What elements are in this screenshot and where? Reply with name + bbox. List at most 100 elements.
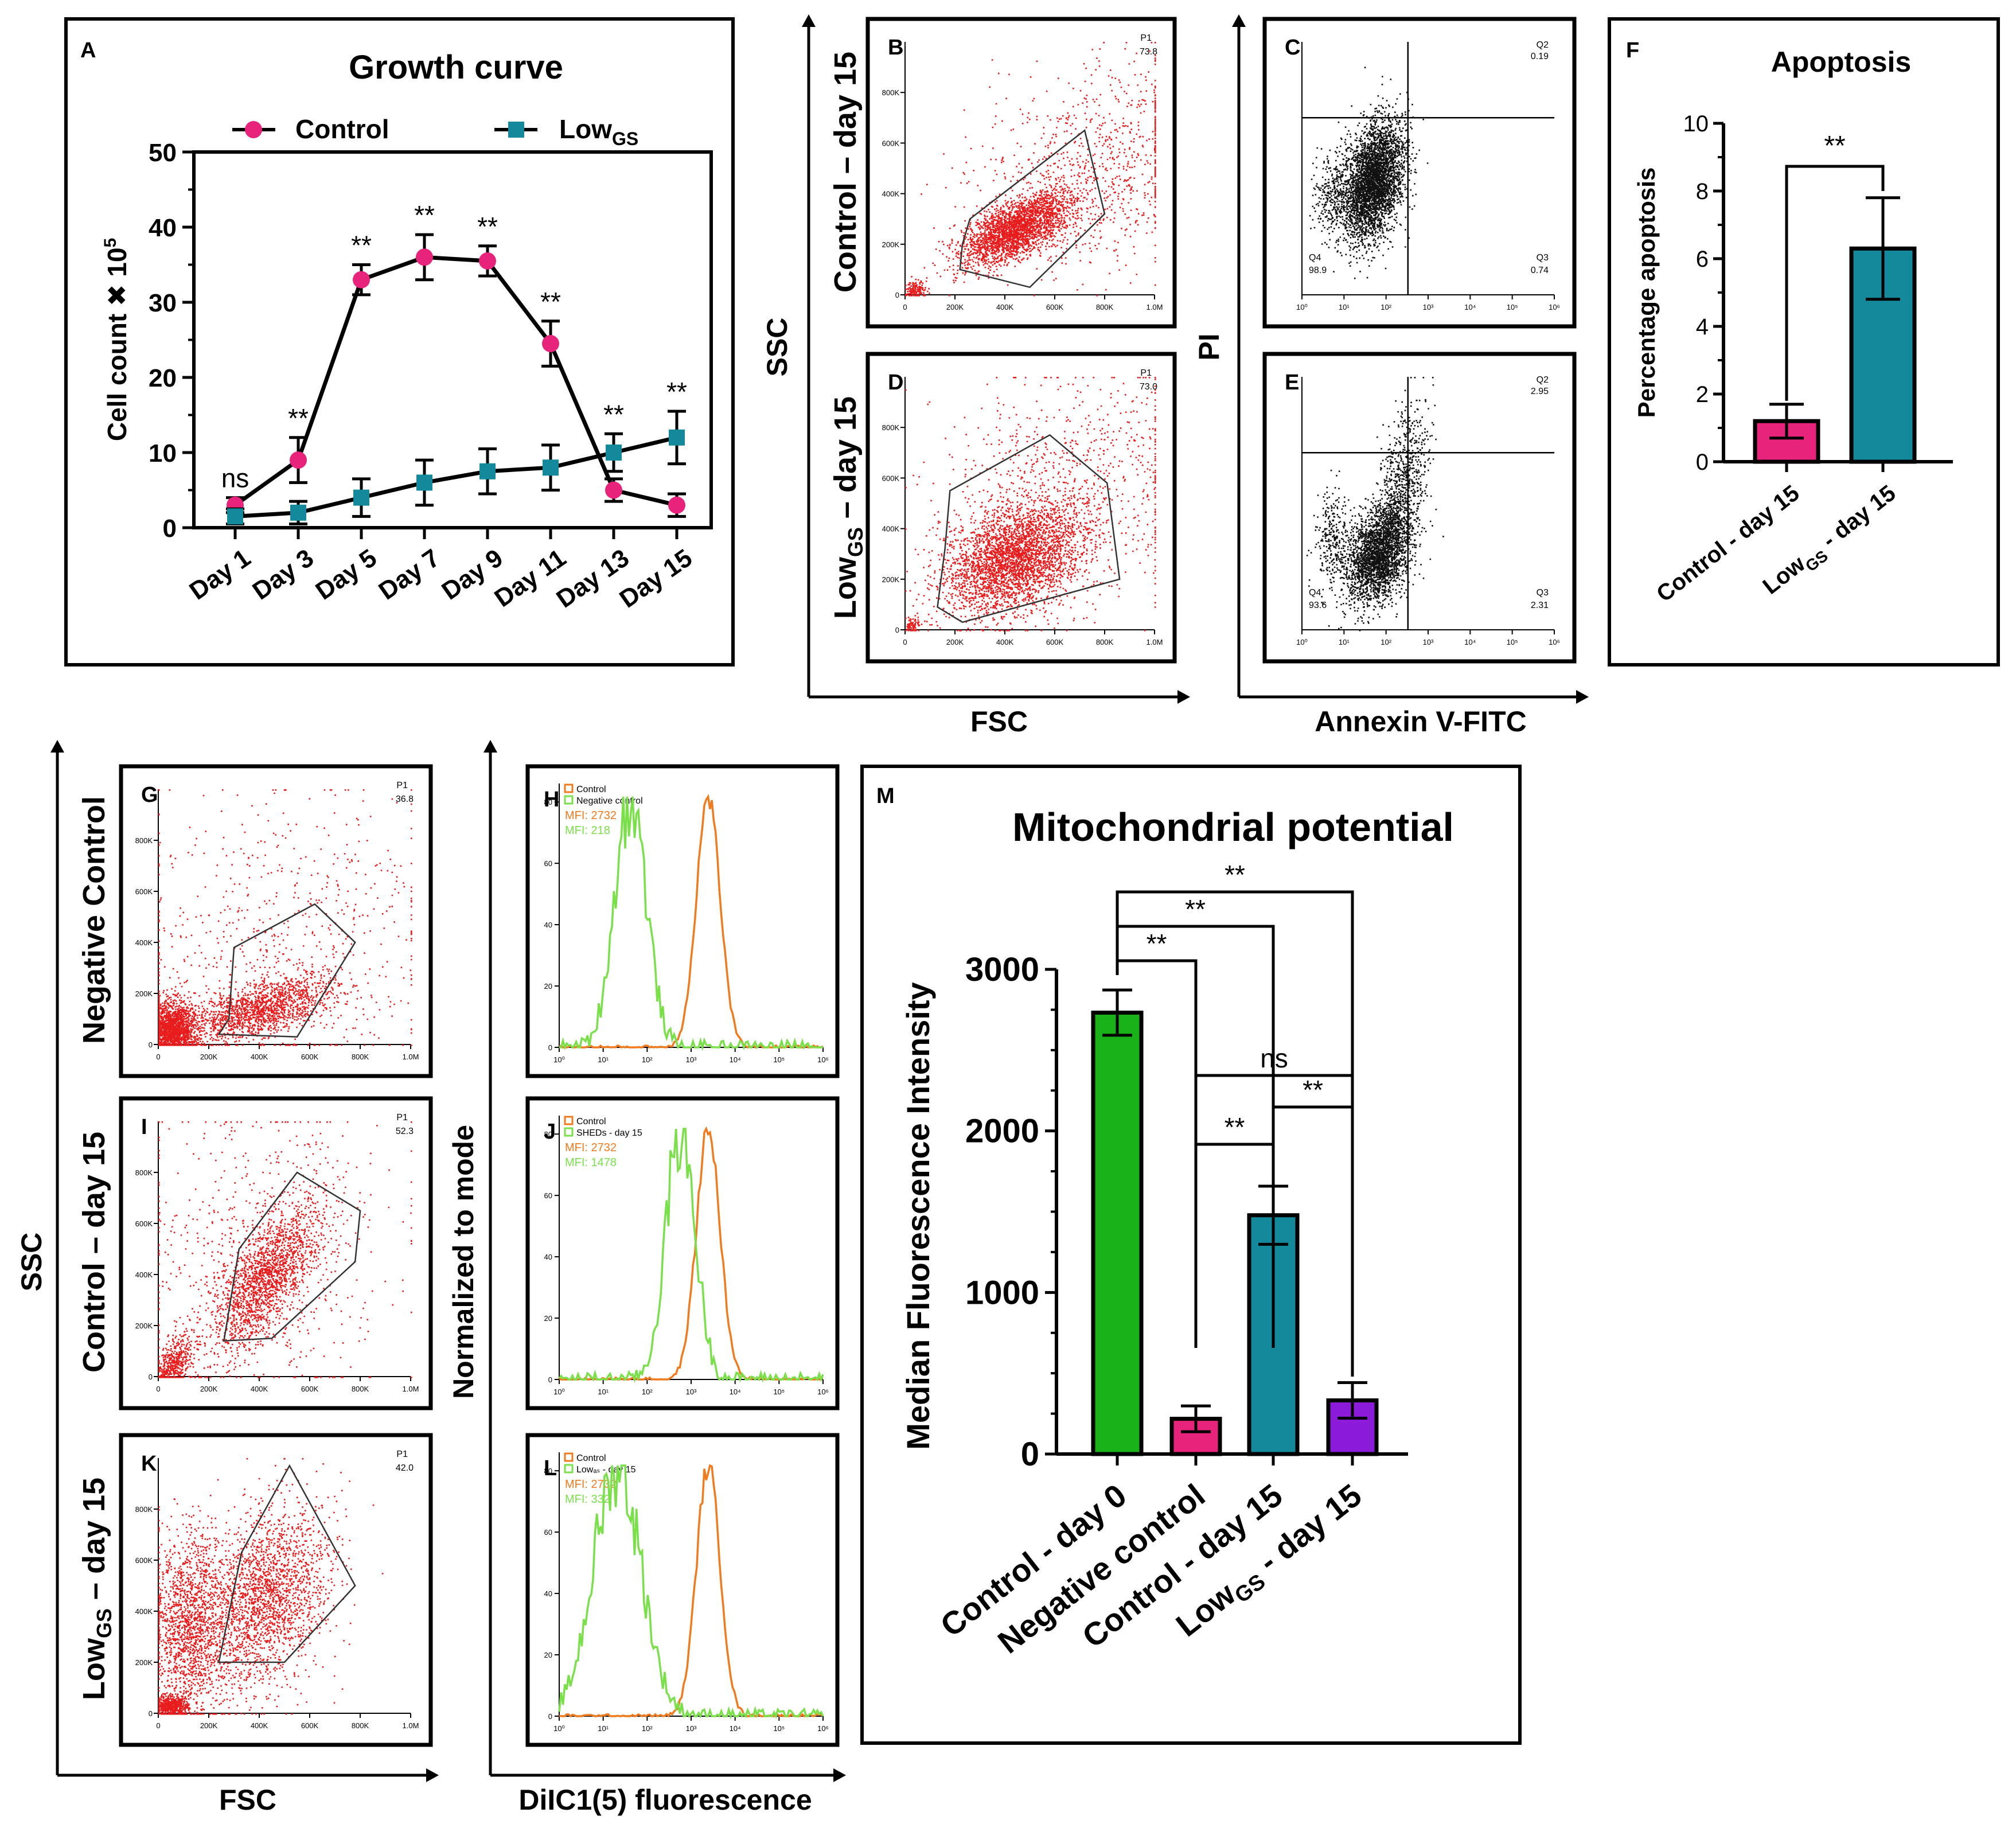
flow-x-tick-label: 10² (1381, 303, 1391, 311)
flow-x-tick-label: 1.0M (403, 1053, 419, 1061)
significance-label: ** (477, 212, 498, 241)
flow-x-tick-label: 1.0M (1147, 638, 1163, 646)
significance-label: ** (1225, 860, 1245, 890)
flow-x-tick-label: 600K (1046, 638, 1064, 646)
quadrant-q2-value: 2.95 (1531, 387, 1549, 396)
flow-x-tick-label: 800K (352, 1385, 369, 1393)
hist-x-tick-label: 10² (642, 1387, 653, 1396)
axis-label-diic1: DiIC1(5) fluorescence (518, 1784, 812, 1816)
flow-y-tick-label: 400K (882, 525, 900, 533)
hist-y-tick-label: 20 (544, 1651, 552, 1659)
y-tick-label: 10 (149, 439, 177, 467)
y-tick-label: 2 (1696, 382, 1709, 407)
panel-letter: I (141, 1115, 147, 1139)
y-tick-label: 1000 (965, 1274, 1039, 1311)
point-lowgs (543, 459, 559, 476)
hist-x-tick-label: 10⁶ (817, 1055, 829, 1064)
hist-y-tick-label: 60 (544, 1191, 552, 1200)
y-tick-label: 8 (1696, 179, 1709, 204)
hist-x-tick-label: 10⁵ (773, 1387, 785, 1396)
mfi-sample: MFI: 1478 (565, 1156, 617, 1169)
flow-x-tick-label: 600K (301, 1721, 319, 1730)
bar (1091, 1010, 1144, 1456)
axis-label-ssc: SSC (761, 318, 793, 377)
hist-y-tick-label: 80 (544, 1467, 552, 1475)
quadrant-q3-value: 0.74 (1531, 266, 1549, 275)
hist-y-tick-label: 40 (544, 1589, 552, 1598)
hist-x-tick-label: 10⁰ (553, 1387, 565, 1396)
point-lowgs (669, 429, 685, 446)
flow-x-tick-label: 400K (251, 1385, 268, 1393)
gate-polygon (959, 129, 1106, 289)
quadrant-q2-value: 0.19 (1531, 52, 1549, 61)
hist-x-tick-label: 10⁴ (730, 1387, 741, 1396)
hist-y-tick-label: 0 (548, 1043, 552, 1052)
legend-label-control: Control (295, 114, 389, 144)
gate-name: P1 (1140, 33, 1152, 43)
y-tick-label: 3000 (965, 951, 1039, 988)
gate-value: 42.0 (396, 1463, 414, 1473)
mfi-control: MFI: 2732 (565, 1141, 617, 1154)
row-label: Control – day 15 (77, 1132, 111, 1373)
hist-y-tick-label: 40 (544, 921, 552, 929)
histogram-frame (525, 764, 840, 1078)
legend-marker-control (245, 121, 262, 138)
significance-label: ** (1303, 1075, 1323, 1105)
panel-letter-a: A (80, 38, 96, 63)
panels-b-e: SSC FSC Control – day 15 LowGS – day 15 B P1 7… (761, 17, 1577, 738)
hist-x-tick-label: 10¹ (598, 1055, 609, 1064)
panels-g-l: SSC FSC Negative Control Control – day 15 Lo… (15, 764, 840, 1816)
axis-label-ssc: SSC (15, 1233, 48, 1292)
histogram-sample (558, 1128, 824, 1383)
flow-x-tick-label: 400K (251, 1053, 268, 1061)
hist-y-tick-label: 80 (544, 1130, 552, 1139)
panel-f-frame (1608, 17, 2000, 667)
axis-label-annexin: Annexin V-FITC (1315, 706, 1526, 738)
gate-polygon (217, 903, 356, 1038)
hist-y-tick-label: 60 (544, 1528, 552, 1537)
legend-swatch-control (564, 1452, 574, 1462)
flow-events (905, 377, 1156, 632)
flow-x-tick-label: 400K (996, 638, 1014, 646)
legend-swatch-sample (564, 1464, 574, 1474)
flow-x-tick-label: 10⁶ (1549, 303, 1560, 311)
flow-panel-frame (119, 764, 433, 1078)
flow-x-tick-label: 600K (1046, 303, 1064, 311)
significance-bracket (1785, 165, 1885, 401)
flow-x-tick-label: 0 (903, 638, 907, 646)
axis-arrow-pi-head (1232, 14, 1246, 27)
flow-events (158, 1458, 384, 1715)
hist-y-tick-label: 0 (548, 1712, 552, 1721)
axis-arrow-ssc-be-head (802, 14, 816, 27)
hist-x-tick-label: 10³ (686, 1387, 697, 1396)
flow-y-tick-label: 0 (149, 1040, 153, 1049)
flow-x-tick-label: 600K (301, 1385, 319, 1393)
flow-x-tick-label: 800K (352, 1721, 369, 1730)
panel-letter-m: M (876, 784, 895, 808)
flow-x-tick-label: 10⁵ (1507, 303, 1518, 311)
x-tick-label: Day 13 (551, 544, 634, 614)
y-tick-label: 2000 (965, 1113, 1039, 1150)
y-axis-label: Median Fluorescence Intensity (900, 982, 936, 1449)
x-tick-label: Day 7 (373, 544, 444, 605)
panel-letter: J (544, 1120, 556, 1144)
flow-x-tick-label: 400K (251, 1721, 268, 1730)
y-tick-label: 40 (149, 214, 177, 242)
panel-letter: D (888, 371, 903, 395)
flow-x-tick-label: 10³ (1423, 303, 1434, 311)
panel-letter: B (888, 36, 903, 60)
flow-x-tick-label: 800K (1096, 303, 1114, 311)
y-tick-label: 30 (149, 289, 177, 317)
legend-marker-lowgs (508, 122, 524, 138)
flow-y-tick-label: 600K (135, 1556, 153, 1565)
flow-panel-frame (865, 352, 1177, 664)
significance-label: ** (540, 287, 561, 317)
flow-panel-frame (865, 17, 1177, 329)
hist-x-tick-label: 10² (642, 1055, 653, 1064)
gate-name: P1 (396, 1449, 408, 1459)
flow-x-tick-label: 10⁵ (1507, 638, 1518, 646)
flow-x-tick-label: 400K (996, 303, 1014, 311)
point-control (416, 248, 433, 266)
hist-x-tick-label: 10⁴ (730, 1724, 741, 1733)
